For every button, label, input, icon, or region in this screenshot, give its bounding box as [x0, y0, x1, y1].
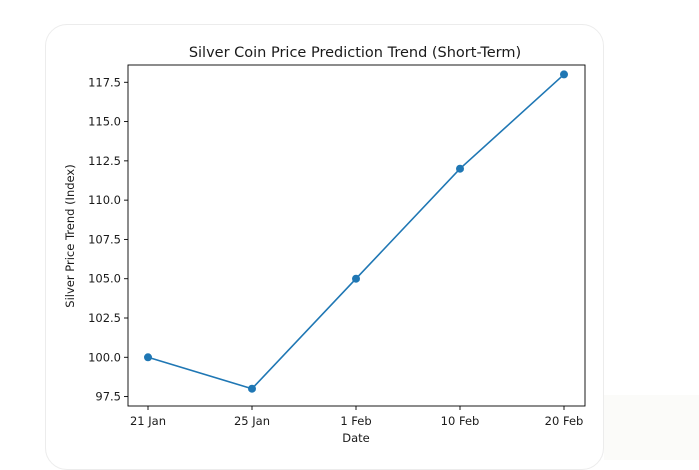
- y-tick-label: 102.5: [88, 311, 121, 325]
- series: [144, 70, 568, 393]
- y-tick-label: 110.0: [88, 193, 121, 207]
- x-tick-label: 10 Feb: [441, 414, 480, 428]
- x-tick-label: 20 Feb: [545, 414, 584, 428]
- line-chart: Silver Coin Price Prediction Trend (Shor…: [63, 45, 586, 445]
- data-point: [456, 164, 464, 173]
- x-axis-label: Date: [342, 431, 370, 445]
- x-tick-label: 25 Jan: [234, 414, 270, 428]
- y-tick-label: 112.5: [88, 154, 121, 168]
- background-shade: [604, 395, 699, 460]
- data-point: [352, 274, 360, 283]
- x-axis: 21 Jan 25 Jan 1 Feb 10 Feb 20 Feb: [130, 406, 583, 428]
- y-axis-label: Silver Price Trend (Index): [63, 164, 77, 307]
- y-tick-label: 100.0: [88, 350, 121, 364]
- y-tick-label: 97.5: [95, 390, 121, 404]
- data-point: [144, 353, 152, 362]
- x-tick-label: 21 Jan: [130, 414, 166, 428]
- y-tick-label: 107.5: [88, 232, 121, 246]
- chart-title: Silver Coin Price Prediction Trend (Shor…: [189, 45, 521, 61]
- y-axis: 97.5 100.0 102.5 105.0 107.5 110.0 112.5 115.0 1…: [88, 75, 128, 404]
- x-tick-label: 1 Feb: [340, 414, 371, 428]
- y-tick-label: 105.0: [88, 272, 121, 286]
- y-tick-label: 117.5: [88, 75, 121, 89]
- data-point: [560, 70, 568, 79]
- plot-frame: [127, 64, 586, 407]
- series-line: [147, 73, 565, 390]
- y-tick-label: 115.0: [88, 115, 121, 129]
- data-point: [248, 384, 256, 393]
- chart-card: [45, 24, 604, 470]
